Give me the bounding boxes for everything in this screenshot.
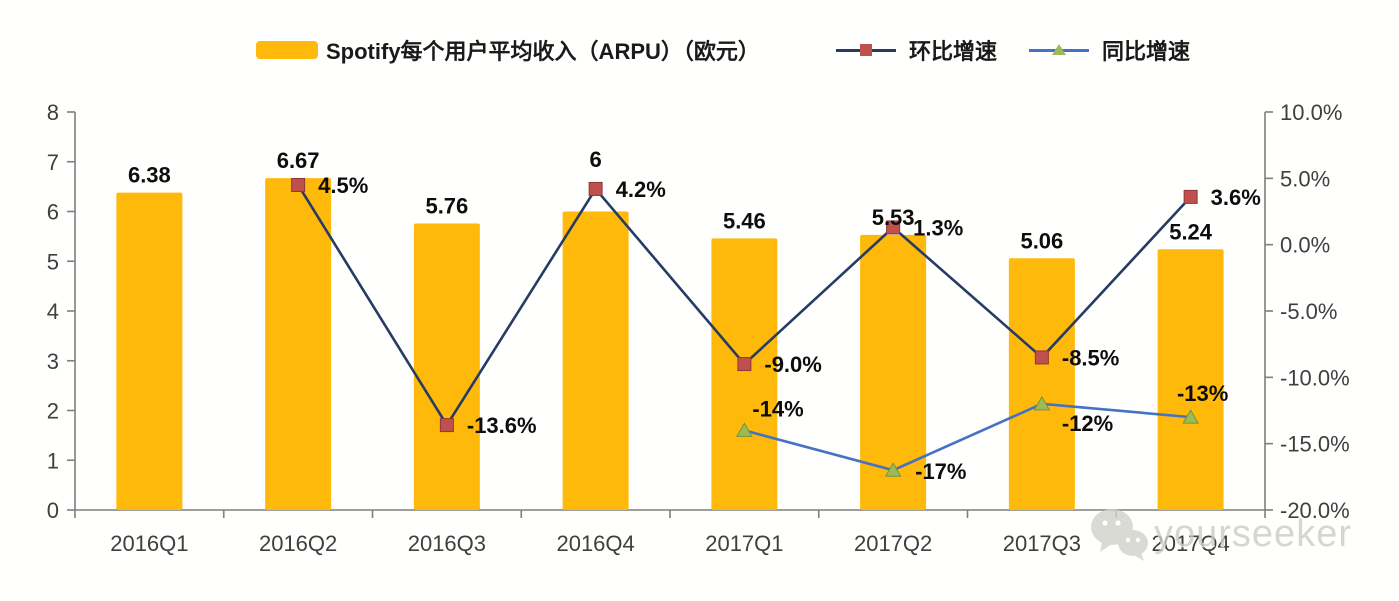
yoy-marker [884,462,902,477]
qoq-value-label: 1.3% [913,215,963,240]
bar-value-label: 5.24 [1169,219,1213,244]
square-marker-icon [860,44,872,56]
bar [265,178,332,511]
bar-value-label: 5.46 [723,208,766,233]
left-axis-tick-label: 2 [47,399,59,424]
yoy-value-label: -12% [1062,411,1113,436]
right-axis-tick-label: -20.0% [1280,498,1350,523]
left-axis-tick-label: 3 [47,349,59,374]
yoy-line [744,402,1191,472]
bar [562,211,629,510]
qoq-value-label: 4.2% [616,177,666,202]
right-axis-tick-label: -10.0% [1280,365,1350,390]
qoq-marker [737,357,752,372]
bar [413,223,480,510]
qoq-value-label: 3.6% [1211,185,1261,210]
yoy-value-label: -14% [752,396,803,421]
qoq-value-label: 4.5% [318,173,368,198]
left-axis-tick-label: 0 [47,498,59,523]
triangle-marker-icon [1052,44,1066,55]
x-axis-category-label: 2017Q3 [1003,531,1081,556]
x-axis-category-label: 2016Q2 [259,531,337,556]
legend-item-yoy: 同比增速 [1029,36,1190,64]
yoy-value-label: -17% [915,459,966,484]
qoq-marker [1034,350,1049,365]
yoy-value-label: -13% [1177,381,1228,406]
right-axis-tick-label: 10.0% [1280,100,1342,125]
right-axis-tick-label: -5.0% [1280,299,1337,324]
left-axis-tick-label: 1 [47,448,59,473]
left-axis-tick-label: 5 [47,249,59,274]
yoy-marker [1033,395,1051,411]
x-axis-category-label: 2017Q1 [705,531,783,556]
yoy-marker [736,422,753,437]
legend-item-qoq: 环比增速 [836,36,997,64]
x-axis-category-label: 2017Q2 [854,531,932,556]
legend-label-arpu: Spotify每个用户平均收入（ARPU）（欧元） [326,39,760,64]
x-axis-category-label: 2016Q4 [556,531,634,556]
bar [1008,258,1075,510]
yoy-marker [1182,409,1199,424]
right-axis-tick-label: -15.0% [1280,432,1350,457]
bar [116,192,183,510]
line-square-swatch [836,37,896,63]
left-axis-tick-label: 8 [47,100,59,125]
qoq-marker [1183,189,1198,204]
legend-label-yoy: 同比增速 [1102,39,1191,64]
left-axis-tick-label: 7 [47,150,59,175]
x-axis-category-label: 2016Q1 [110,531,188,556]
bar-value-label: 6 [590,147,602,172]
qoq-value-label: -13.6% [467,413,537,438]
legend-label-qoq: 环比增速 [909,39,998,64]
bar [860,234,927,510]
qoq-marker [886,220,901,235]
bar-value-label: 5.53 [872,205,915,230]
bar [711,238,778,511]
bar-value-label: 5.76 [425,193,468,218]
qoq-value-label: -9.0% [764,352,821,377]
bar-value-label: 6.38 [128,163,171,188]
right-axis-tick-label: 5.0% [1280,166,1330,191]
left-axis-tick-label: 6 [47,200,59,225]
legend-item-arpu: Spotify每个用户平均收入（ARPU）（欧元） [256,36,760,64]
bar [1157,249,1224,510]
x-axis-category-label: 2016Q3 [408,531,486,556]
left-axis-tick-label: 4 [47,299,59,324]
bar-value-label: 5.06 [1020,228,1063,253]
bar-value-label: 6.67 [277,148,320,173]
x-axis-category-label: 2017Q4 [1151,531,1229,556]
qoq-marker [588,181,603,196]
qoq-marker [439,418,454,433]
right-axis-tick-label: 0.0% [1280,233,1330,258]
bar-swatch [256,41,318,59]
qoq-marker [291,177,306,192]
line-triangle-swatch [1029,37,1089,63]
qoq-value-label: -8.5% [1062,345,1119,370]
